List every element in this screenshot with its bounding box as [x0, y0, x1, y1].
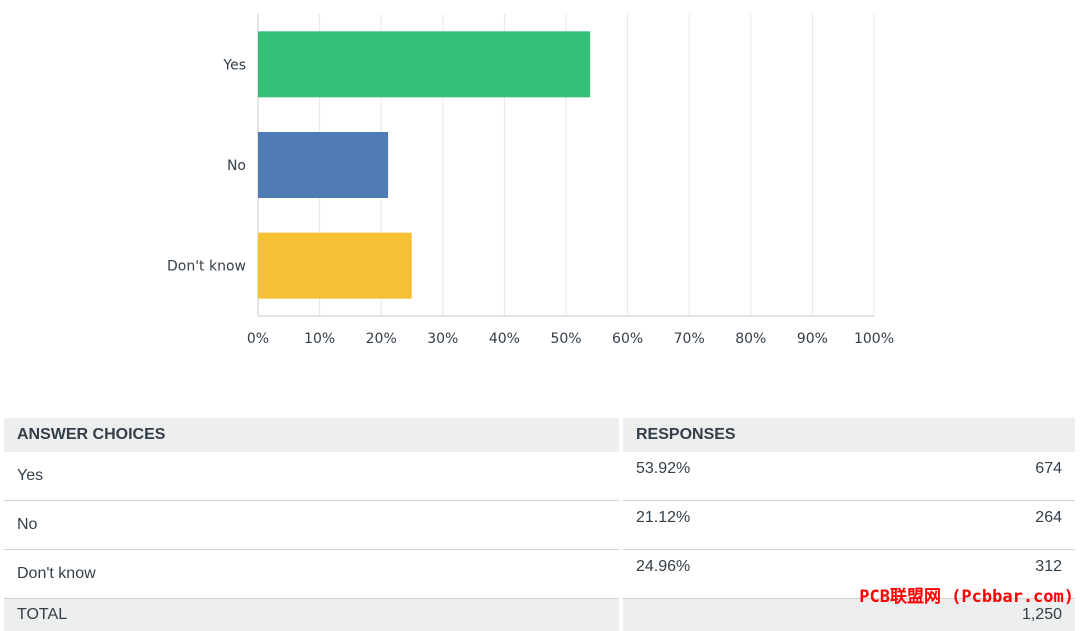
x-tick-label: 30%	[427, 331, 458, 347]
row-percent: 53.92%	[621, 452, 851, 501]
header-responses: RESPONSES	[621, 418, 1075, 452]
category-label: Yes	[222, 57, 246, 73]
row-percent: 24.96%	[621, 550, 851, 599]
watermark-text: PCB联盟网 (Pcbbar.com)	[859, 582, 1074, 607]
x-tick-label: 20%	[366, 331, 397, 347]
x-tick-label: 60%	[612, 331, 643, 347]
bar-chart: 0% 10% 20% 30% 40% 50% 60% 70% 80% 90% 100% Yes No Do…	[0, 0, 1080, 360]
category-label: No	[227, 158, 246, 174]
row-choice: Don't know	[4, 550, 621, 599]
bar-yes	[258, 31, 590, 97]
row-choice: Yes	[4, 452, 621, 501]
total-spacer	[621, 599, 851, 631]
header-answer-choices: ANSWER CHOICES	[4, 418, 621, 452]
x-tick-label: 80%	[735, 331, 766, 347]
row-choice: No	[4, 501, 621, 550]
x-tick-label: 50%	[550, 331, 581, 347]
total-label: TOTAL	[4, 599, 621, 631]
category-label: Don't know	[167, 259, 246, 275]
row-percent: 21.12%	[621, 501, 851, 550]
row-count: 264	[851, 501, 1075, 550]
x-tick-label: 100%	[854, 331, 894, 347]
row-count: 674	[851, 452, 1075, 501]
table-row: No 21.12% 264	[4, 501, 1075, 550]
x-tick-label: 90%	[797, 331, 828, 347]
bar-no	[258, 132, 388, 198]
table-row: Yes 53.92% 674	[4, 452, 1075, 501]
bar-don-t-know	[258, 233, 412, 299]
x-tick-label: 10%	[304, 331, 335, 347]
x-tick-label: 40%	[489, 331, 520, 347]
x-tick-label: 0%	[247, 331, 269, 347]
x-tick-label: 70%	[674, 331, 705, 347]
table-header-row: ANSWER CHOICES RESPONSES	[4, 418, 1075, 452]
